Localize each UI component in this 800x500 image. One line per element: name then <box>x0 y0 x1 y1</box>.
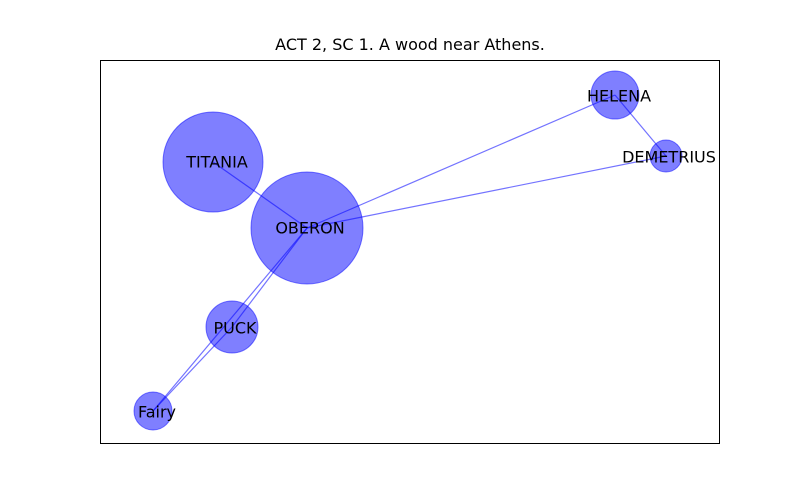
nodes-layer <box>133 70 683 431</box>
node-titania <box>162 111 264 213</box>
chart-title: ACT 2, SC 1. A wood near Athens. <box>275 35 545 54</box>
node-demetrius <box>649 139 683 173</box>
node-label-oberon: OBERON <box>275 219 344 238</box>
node-label-helena: HELENA <box>587 87 651 106</box>
node-oberon <box>250 171 364 285</box>
node-label-demetrius: DEMETRIUS <box>622 148 716 167</box>
edge-oberon-demetrius <box>306 155 667 229</box>
node-puck <box>205 300 259 354</box>
node-label-puck: PUCK <box>213 319 257 338</box>
node-helena <box>590 70 640 120</box>
node-label-fairy: Fairy <box>138 403 176 422</box>
labels-layer: OBERON TITANIA HELENA DEMETRIUS PUCK Fairy <box>138 87 716 422</box>
node-fairy <box>133 391 173 431</box>
node-label-titania: TITANIA <box>185 153 248 172</box>
plot-frame <box>100 60 720 444</box>
